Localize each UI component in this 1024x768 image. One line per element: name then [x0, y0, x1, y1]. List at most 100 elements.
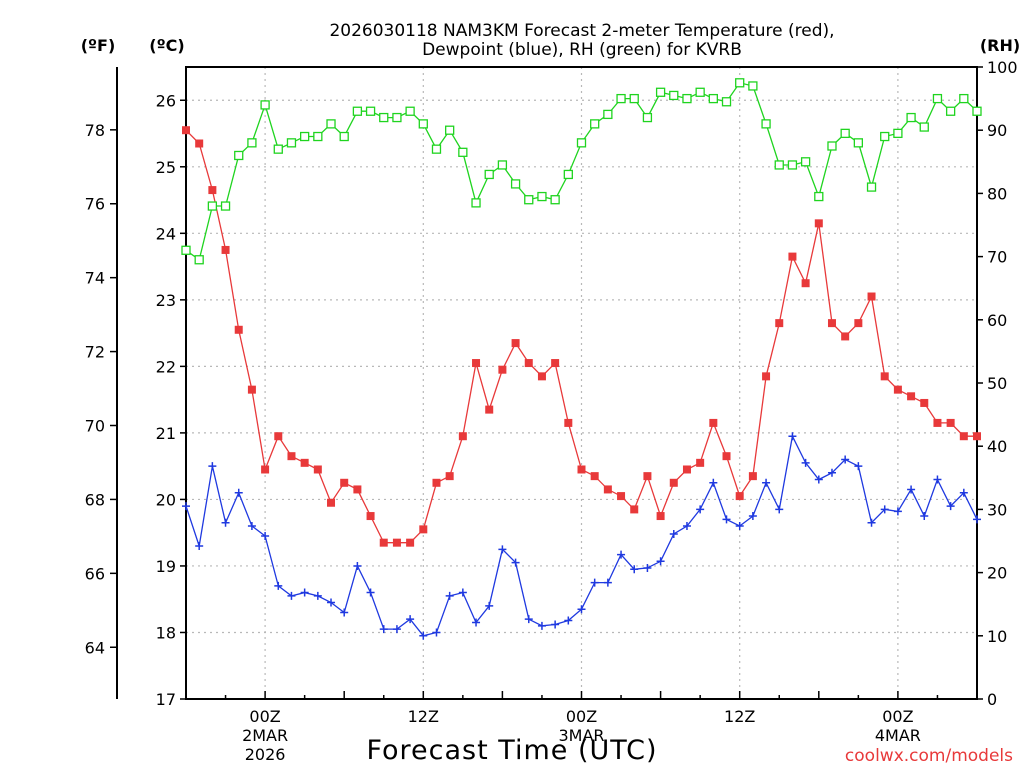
x-axis-label: Forecast Time (UTC) [366, 735, 657, 766]
dewpoint-point [485, 601, 494, 610]
rh-point [365, 106, 376, 116]
dewpoint-point [261, 532, 270, 541]
dewpoint-point [959, 488, 968, 497]
rh-point [524, 195, 534, 205]
rh-axis-unit: (RH) [980, 36, 1020, 55]
temperature-point [234, 325, 243, 334]
fahrenheit-tick-label: 78 [85, 121, 105, 140]
rh-tick-label: 30 [987, 500, 1007, 519]
rh-point [458, 147, 468, 157]
series-rh [181, 78, 982, 265]
temperature-point [841, 332, 850, 341]
dewpoint-point [656, 557, 665, 566]
temperature-point [656, 512, 665, 521]
fahrenheit-tick-label: 74 [85, 269, 105, 288]
x-date-label: 2MAR [242, 726, 288, 745]
rh-point [207, 201, 218, 211]
rh-point [326, 119, 336, 129]
x-tick-label: 00Z [249, 707, 280, 726]
dewpoint-point [973, 515, 981, 524]
celsius-tick-label: 23 [156, 291, 176, 310]
dewpoint-point [643, 563, 652, 572]
rh-point [194, 255, 204, 265]
rh-tick-label: 100 [987, 58, 1018, 77]
temperature-point [775, 319, 784, 328]
plot-frame [185, 66, 978, 700]
dewpoint-point [274, 581, 283, 590]
dewpoint-point [669, 530, 678, 539]
celsius-tick-label: 26 [156, 91, 176, 110]
temperature-point [472, 359, 481, 368]
rh-tick-label: 80 [987, 184, 1007, 203]
dewpoint-point [366, 588, 375, 597]
temperature-point [617, 492, 626, 501]
fahrenheit-tick-label: 72 [85, 343, 105, 362]
temperature-point [353, 485, 362, 494]
rh-point [774, 160, 784, 170]
rh-point [273, 144, 283, 154]
rh-tick-label: 10 [987, 627, 1007, 646]
temperature-point [748, 472, 757, 481]
rh-point [616, 93, 626, 104]
celsius-tick-label: 18 [156, 623, 176, 642]
temperature-point [933, 418, 942, 427]
x-tick-label: 12Z [724, 707, 755, 726]
rh-point [919, 122, 929, 132]
rh-point [313, 131, 323, 142]
dewpoint-point [458, 588, 467, 597]
rh-tick-label: 50 [987, 374, 1007, 393]
rh-point [339, 131, 349, 142]
temperature-point [722, 452, 731, 461]
dewpoint-point [564, 616, 573, 625]
rh-point [945, 106, 956, 116]
temperature-point [221, 245, 230, 254]
temperature-point [340, 478, 349, 487]
rh-point [695, 87, 705, 97]
rh-tick-label: 60 [987, 311, 1007, 330]
temperature-point [419, 525, 428, 534]
fahrenheit-tick-label: 68 [85, 490, 105, 509]
rh-point [708, 93, 718, 104]
fahrenheit-tick-label: 64 [85, 638, 105, 657]
dewpoint-point [722, 515, 731, 524]
rh-point [405, 106, 415, 116]
temperature-point [445, 472, 454, 481]
chart-subtitle: Dewpoint (blue), RH (green) for KVRB [422, 40, 742, 60]
celsius-tick-label: 20 [156, 490, 176, 509]
x-year-label: 2026 [245, 745, 286, 764]
dewpoint-point [946, 502, 955, 511]
rh-point [497, 160, 508, 170]
dewpoint-point [406, 615, 415, 624]
temperature-point [788, 252, 797, 261]
rh-point [537, 191, 547, 202]
rh-point [234, 150, 244, 161]
x-tick-label: 12Z [408, 707, 439, 726]
dewpoint-point [472, 618, 481, 627]
dewpoint-point [893, 507, 902, 516]
temperature-point [577, 465, 586, 474]
rh-tick-label: 90 [987, 121, 1007, 140]
dewpoint-point [617, 550, 626, 559]
rh-point [800, 157, 811, 167]
dewpoint-point [221, 518, 230, 527]
rh-point [629, 93, 639, 104]
temperature-point [920, 398, 929, 407]
rh-point [260, 100, 270, 110]
temperature-point [590, 472, 599, 481]
dewpoint-point [498, 545, 507, 554]
temperature-point [669, 478, 678, 487]
temperature-point [485, 405, 494, 414]
temperature-point [379, 538, 388, 547]
temperature-point [973, 432, 981, 441]
rh-point [972, 106, 982, 116]
x-tick-label: 00Z [566, 707, 597, 726]
rh-point [563, 169, 573, 180]
rh-point [379, 112, 389, 123]
rh-point [471, 198, 481, 208]
rh-point [510, 179, 521, 189]
temperature-point [406, 538, 415, 547]
rh-point [959, 93, 969, 104]
dewpoint-point [313, 591, 322, 600]
celsius-tick-label: 22 [156, 357, 176, 376]
